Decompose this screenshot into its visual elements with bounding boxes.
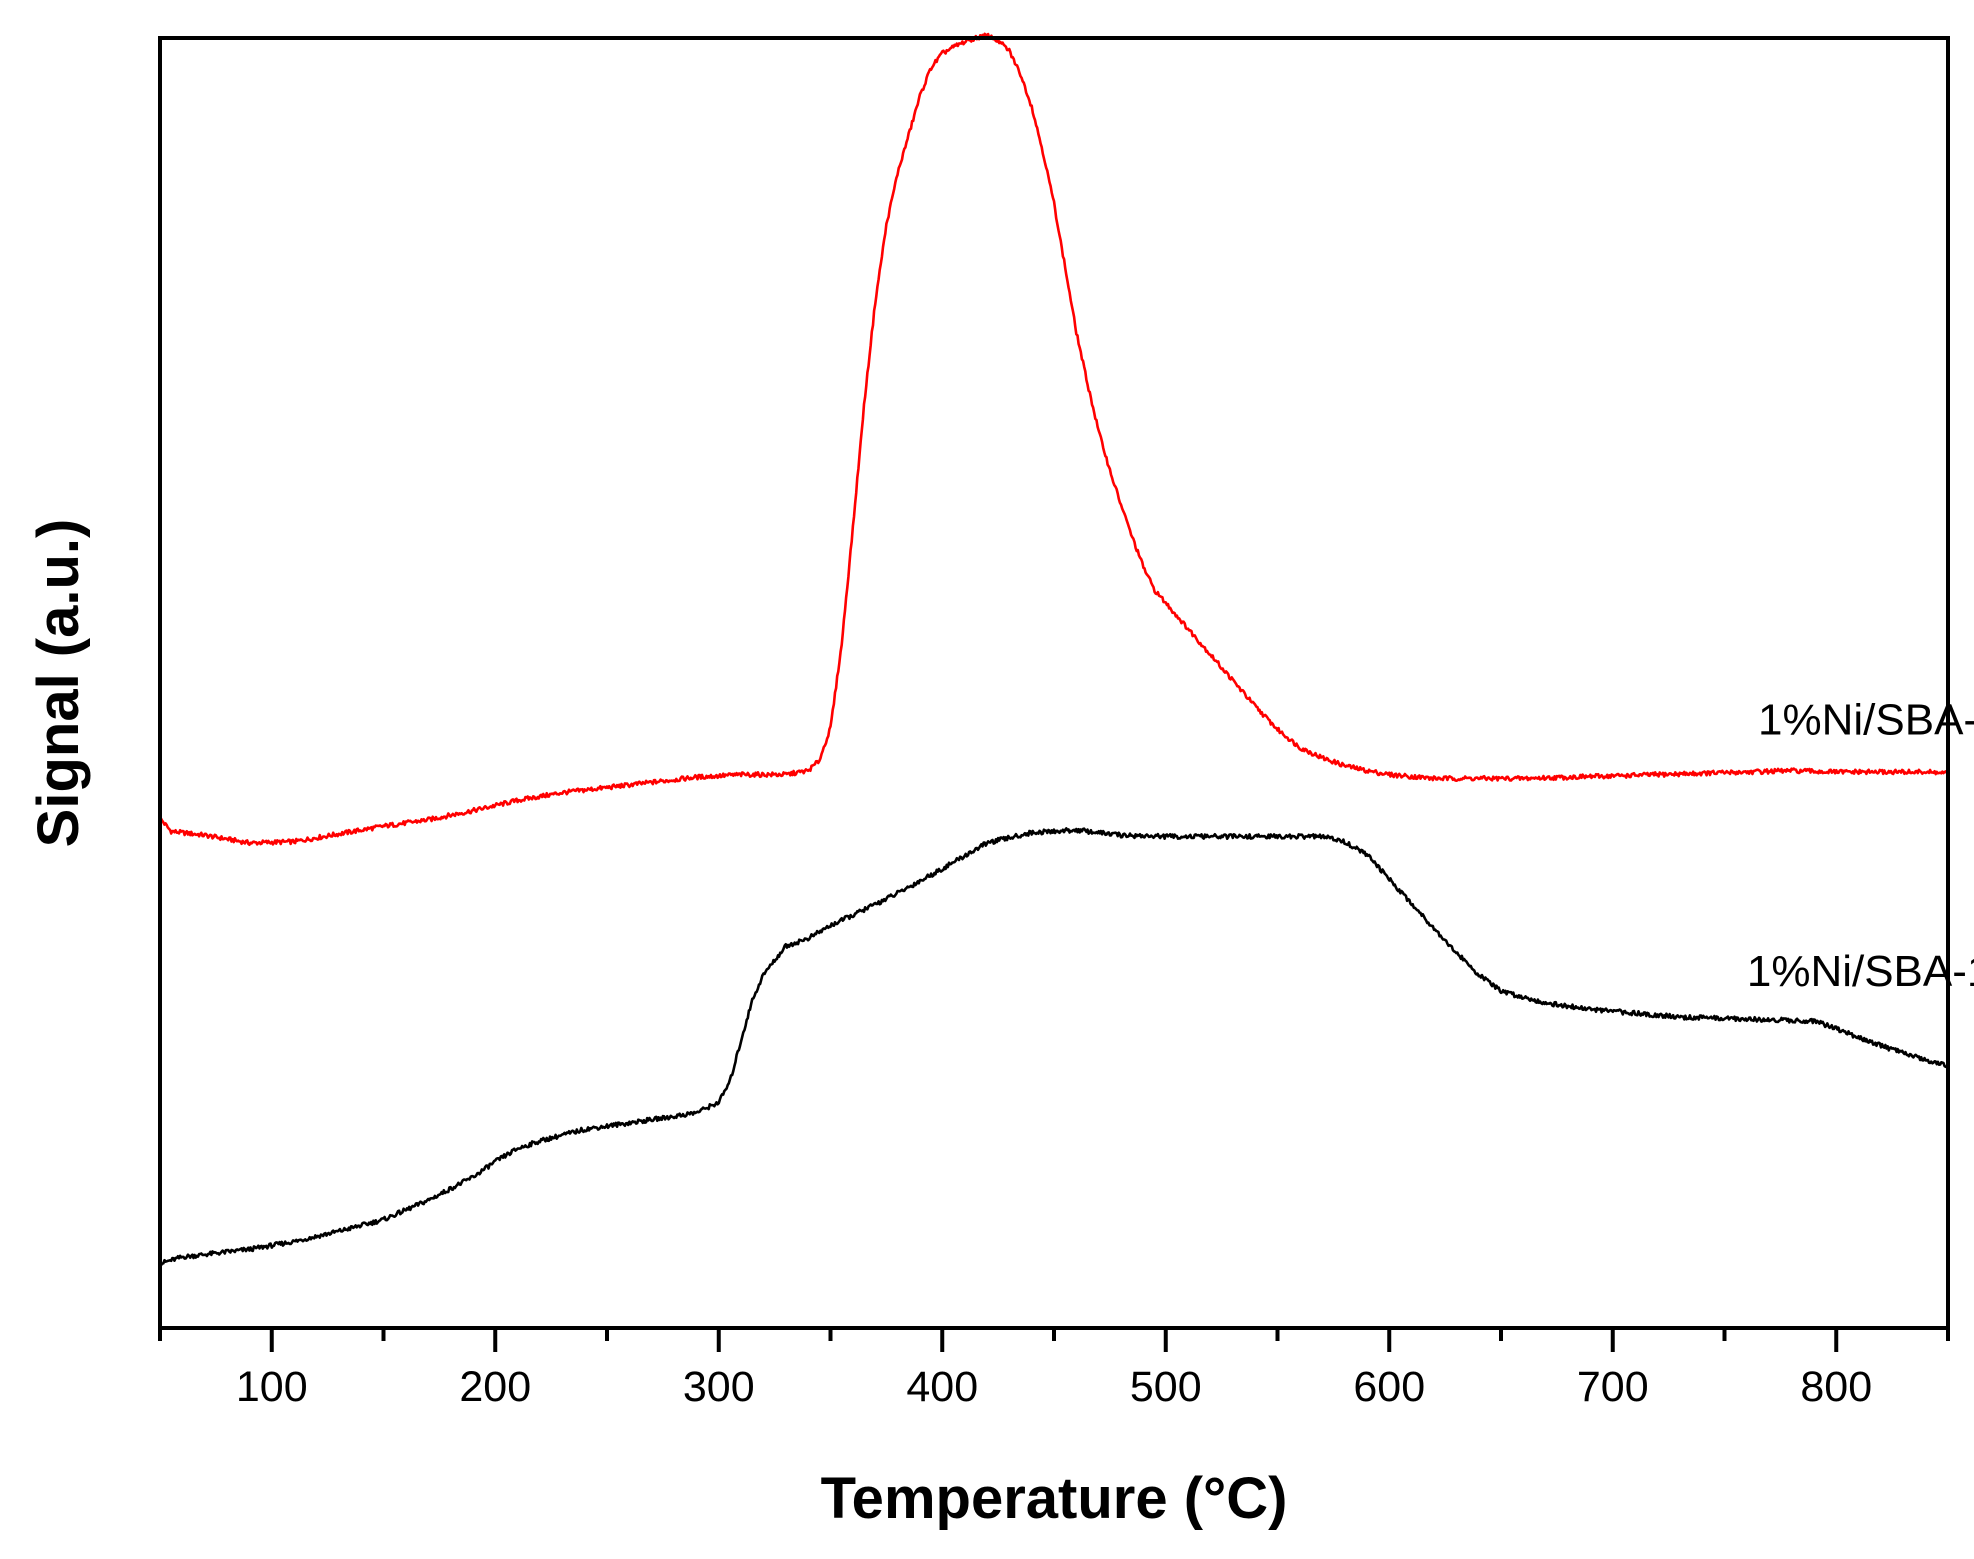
- x-tick-label: 400: [906, 1363, 978, 1411]
- y-axis-title: Signal (a.u.): [26, 519, 91, 848]
- x-tick-label: 200: [459, 1363, 531, 1411]
- x-axis-title: Temperature (°C): [821, 1466, 1288, 1531]
- x-tick-label: 300: [683, 1363, 755, 1411]
- x-axis-ticks: 100 200 300 400 500 600 700 800: [158, 1328, 1950, 1411]
- x-tick-label: 600: [1353, 1363, 1425, 1411]
- series-layer: [159, 32, 1950, 1267]
- series-labels: 1%Ni/SBA-15 1%Ni/SBA-15(P): [1747, 696, 1974, 997]
- series-label-1: 1%Ni/SBA-15: [1758, 696, 1974, 745]
- x-tick-label: 500: [1130, 1363, 1202, 1411]
- series-line-2: [159, 827, 1949, 1267]
- series-label-2: 1%Ni/SBA-15(P): [1747, 947, 1974, 996]
- x-tick-label: 700: [1577, 1363, 1649, 1411]
- x-tick-label: 800: [1800, 1363, 1872, 1411]
- series-line-1: [159, 32, 1950, 847]
- x-tick-label: 100: [236, 1363, 308, 1411]
